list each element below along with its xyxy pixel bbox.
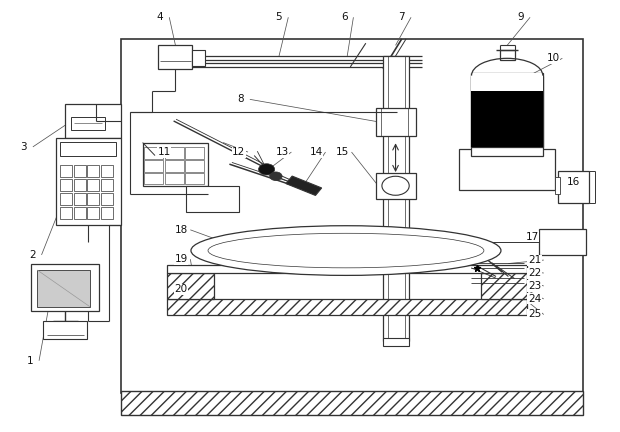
Text: 3: 3	[20, 142, 27, 152]
Bar	[144, 147, 163, 159]
Text: 22: 22	[528, 268, 541, 278]
Bar	[101, 207, 113, 219]
Bar	[60, 179, 72, 191]
Bar	[186, 186, 239, 212]
Bar	[65, 104, 121, 138]
Bar	[71, 117, 105, 130]
Text: 20: 20	[174, 284, 188, 295]
Text: 23: 23	[528, 281, 541, 291]
Bar	[143, 143, 208, 186]
Bar	[37, 270, 90, 307]
Bar	[43, 321, 87, 339]
Bar	[459, 149, 555, 190]
Text: 25: 25	[528, 309, 541, 320]
Text: 2: 2	[29, 250, 35, 260]
Bar	[167, 299, 527, 315]
Text: 13: 13	[275, 147, 289, 157]
Bar	[185, 147, 204, 159]
Bar	[185, 173, 204, 184]
Text: 7: 7	[399, 12, 405, 22]
Bar	[165, 173, 184, 184]
Bar	[165, 147, 184, 159]
Text: 9: 9	[518, 12, 524, 22]
Circle shape	[259, 164, 275, 175]
Bar	[101, 179, 113, 191]
Bar	[500, 50, 515, 60]
Bar	[471, 73, 542, 156]
Bar	[165, 160, 184, 172]
Ellipse shape	[191, 226, 501, 276]
Bar	[383, 338, 409, 346]
Bar	[144, 160, 163, 172]
Bar	[87, 165, 99, 177]
Bar	[555, 177, 560, 194]
Bar	[167, 273, 214, 299]
Bar	[87, 207, 99, 219]
Ellipse shape	[208, 233, 484, 268]
Text: 8: 8	[237, 94, 244, 105]
Bar	[471, 73, 542, 91]
Bar	[60, 165, 72, 177]
Bar	[383, 56, 409, 341]
Bar	[101, 193, 113, 205]
Text: 12: 12	[232, 147, 246, 157]
Text: 10: 10	[546, 53, 560, 64]
Bar	[376, 108, 416, 136]
Bar	[74, 165, 86, 177]
Text: 18: 18	[174, 225, 188, 235]
Bar	[121, 39, 583, 393]
Text: 14: 14	[309, 147, 323, 157]
Text: 16: 16	[567, 177, 580, 187]
Text: 21: 21	[528, 255, 541, 265]
Text: 6: 6	[341, 12, 347, 22]
Text: 5: 5	[276, 12, 282, 22]
Bar	[74, 179, 86, 191]
Text: 19: 19	[174, 254, 188, 264]
Bar	[539, 229, 586, 255]
Text: 1: 1	[27, 356, 33, 366]
Circle shape	[270, 172, 282, 181]
Text: 4: 4	[157, 12, 163, 22]
Bar	[192, 50, 205, 66]
Bar	[480, 273, 527, 299]
Bar	[87, 179, 99, 191]
Bar	[144, 173, 163, 184]
Text: 24: 24	[528, 294, 541, 304]
Bar	[167, 265, 527, 273]
Bar	[101, 165, 113, 177]
Bar	[60, 142, 116, 156]
Bar	[60, 193, 72, 205]
Bar	[471, 84, 542, 147]
Bar	[376, 173, 416, 199]
Text: 15: 15	[335, 147, 349, 157]
Bar	[31, 264, 99, 311]
Bar	[158, 45, 192, 69]
Circle shape	[382, 176, 409, 195]
Text: 11: 11	[157, 147, 171, 157]
Bar	[74, 207, 86, 219]
Bar	[558, 171, 589, 203]
Text: 17: 17	[525, 232, 539, 242]
Polygon shape	[286, 176, 322, 195]
Bar	[185, 160, 204, 172]
Bar	[56, 138, 121, 225]
Bar	[74, 193, 86, 205]
Bar	[60, 207, 72, 219]
Bar	[87, 193, 99, 205]
Bar	[121, 391, 583, 415]
